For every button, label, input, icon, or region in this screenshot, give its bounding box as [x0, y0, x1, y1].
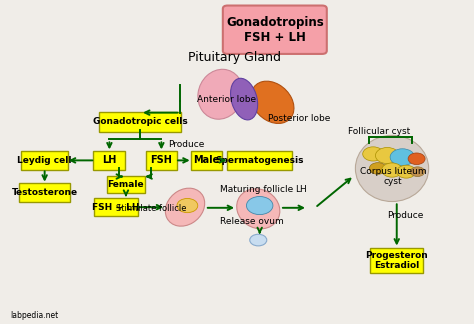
FancyBboxPatch shape — [19, 183, 70, 202]
Text: Female: Female — [108, 180, 144, 189]
Text: Follicular cyst: Follicular cyst — [347, 127, 410, 136]
Text: Gonadotropic cells: Gonadotropic cells — [93, 117, 188, 126]
FancyBboxPatch shape — [107, 176, 145, 193]
FancyBboxPatch shape — [93, 151, 126, 170]
FancyBboxPatch shape — [146, 151, 177, 170]
Text: FSH + LH: FSH + LH — [92, 203, 139, 212]
Circle shape — [408, 153, 425, 165]
Text: Pituitary Gland: Pituitary Gland — [188, 51, 281, 64]
FancyBboxPatch shape — [21, 151, 68, 170]
Circle shape — [363, 147, 383, 161]
Text: Male: Male — [193, 156, 219, 165]
Ellipse shape — [237, 189, 280, 229]
Circle shape — [410, 167, 425, 177]
Text: Gonadotropins
FSH + LH: Gonadotropins FSH + LH — [226, 16, 324, 44]
Circle shape — [369, 163, 386, 174]
Circle shape — [375, 147, 399, 164]
Circle shape — [177, 199, 198, 213]
Circle shape — [397, 165, 416, 178]
Text: Produce: Produce — [168, 140, 205, 149]
Ellipse shape — [230, 78, 258, 120]
Text: Progesteron
Estradiol: Progesteron Estradiol — [365, 251, 428, 270]
Text: Release ovum: Release ovum — [220, 217, 284, 226]
FancyBboxPatch shape — [227, 151, 292, 170]
FancyBboxPatch shape — [370, 248, 423, 273]
Text: Corpus luteum
cyst: Corpus luteum cyst — [360, 167, 426, 186]
Ellipse shape — [251, 81, 294, 123]
FancyBboxPatch shape — [99, 111, 181, 132]
Ellipse shape — [165, 188, 205, 226]
Ellipse shape — [356, 135, 428, 202]
Text: LH: LH — [102, 156, 117, 165]
Text: FSH: FSH — [150, 156, 173, 165]
Text: Leydig cell: Leydig cell — [18, 156, 72, 165]
Text: Stimulate follicle: Stimulate follicle — [117, 204, 187, 213]
Ellipse shape — [198, 69, 243, 119]
Text: Maturing follicle: Maturing follicle — [220, 185, 294, 194]
FancyBboxPatch shape — [191, 151, 222, 170]
Circle shape — [246, 197, 273, 214]
Text: Posterior lobe: Posterior lobe — [268, 114, 330, 123]
Text: labpedia.net: labpedia.net — [10, 311, 58, 320]
Circle shape — [382, 163, 402, 177]
Text: Anterior lobe: Anterior lobe — [197, 95, 256, 104]
Circle shape — [250, 234, 267, 246]
Text: LH: LH — [295, 185, 307, 194]
Text: Testosterone: Testosterone — [11, 188, 78, 197]
Circle shape — [390, 149, 415, 166]
Text: Spermatogenesis: Spermatogenesis — [216, 156, 304, 165]
FancyBboxPatch shape — [223, 6, 327, 54]
FancyBboxPatch shape — [93, 199, 137, 216]
Text: Produce: Produce — [387, 211, 424, 220]
